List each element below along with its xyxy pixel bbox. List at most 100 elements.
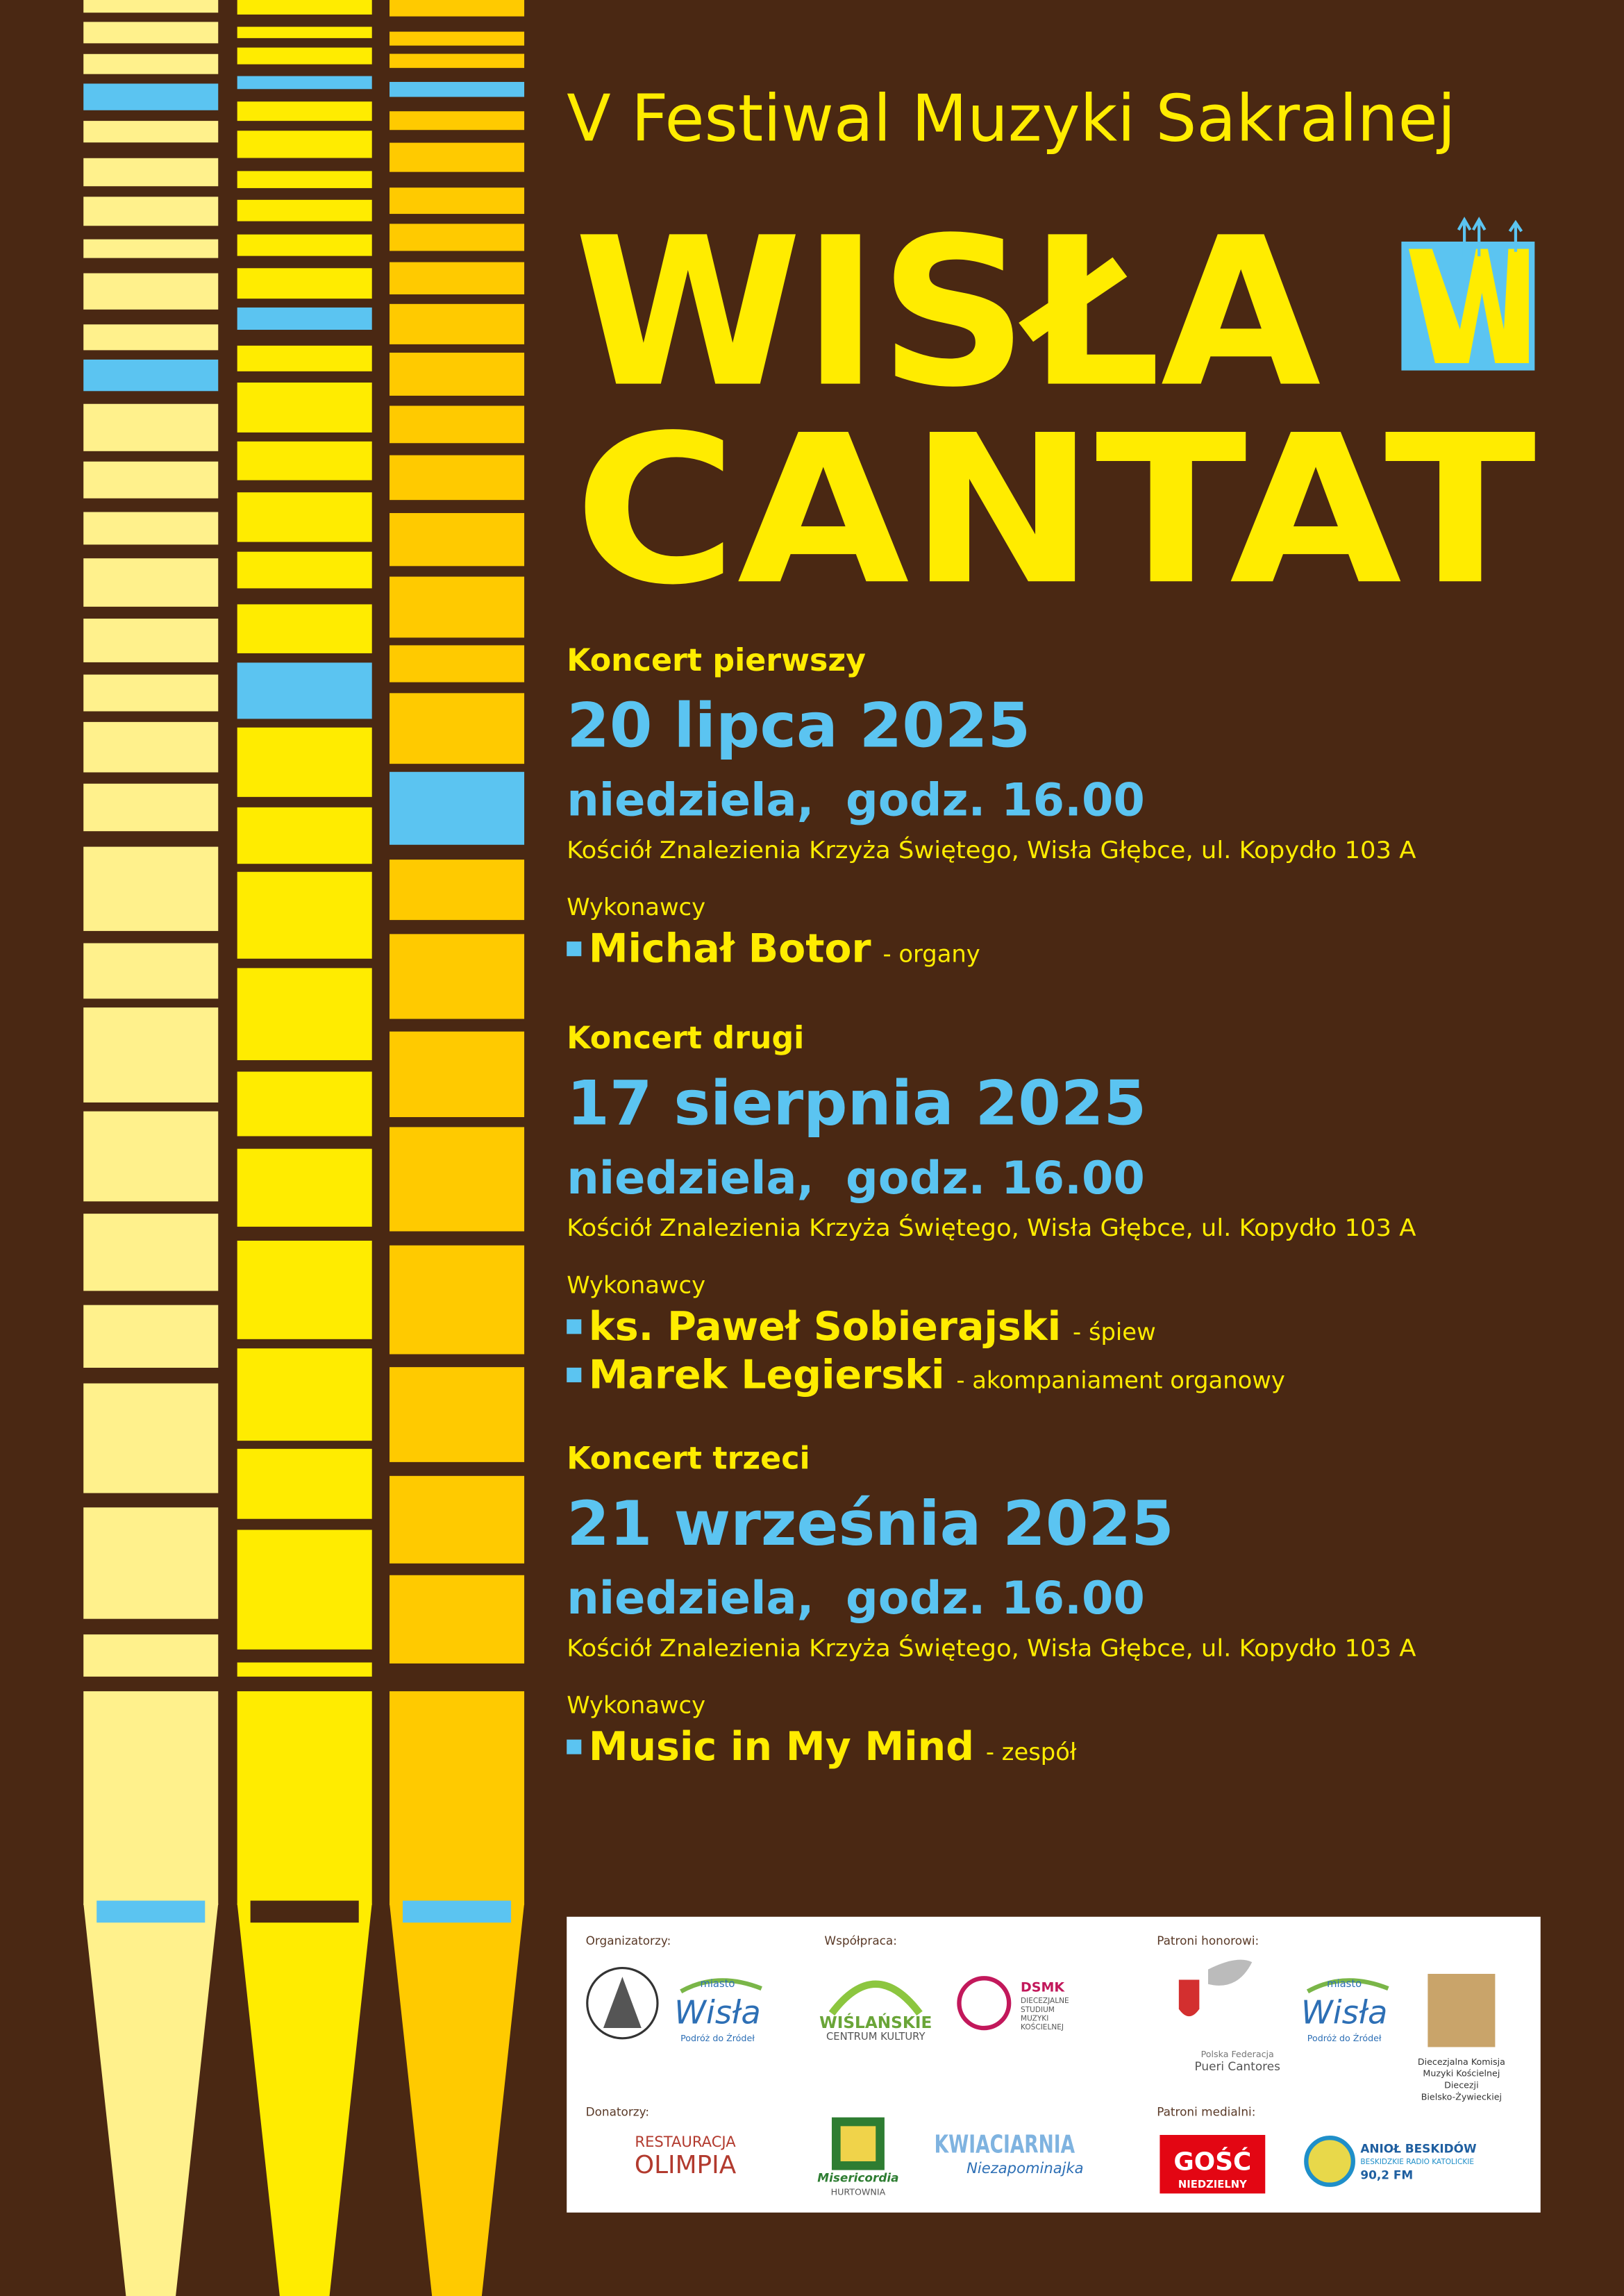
pipe-stripe (237, 727, 372, 797)
pipe-stripe (237, 492, 372, 542)
pipe-stripe (83, 53, 219, 74)
pipe-stripe (390, 352, 525, 396)
pipe-stripe (237, 1348, 372, 1441)
concert-date: 17 sierpnia 2025 (567, 1068, 1146, 1139)
organ-pipes (83, 0, 525, 2296)
pipe-stripe (390, 693, 525, 764)
misericordia-logo: Misericordia HURTOWNIA (817, 2117, 899, 2197)
bullet (567, 1319, 582, 1334)
pipe-stripe (237, 871, 372, 959)
logo-text: KOŚCIELNEJ (1021, 2022, 1064, 2031)
pipe-stripe (237, 1241, 372, 1339)
pipe-body (390, 1691, 525, 1905)
logo-text: Podróż do Źródeł (680, 2033, 755, 2043)
pipe-stripe (390, 1245, 525, 1355)
logo-swoosh (1306, 1978, 1389, 1994)
pipe-stripe (237, 0, 372, 15)
performer: Marek Legierski - akompaniament organowy (589, 1352, 1285, 1398)
pipe-stripe (83, 619, 219, 662)
concert-day-time: niedziela, godz. 16.00 (567, 1572, 1145, 1625)
pipe-foot (237, 1903, 372, 2296)
logo-text: Diecezji (1444, 2080, 1478, 2090)
pipe-stripe (83, 158, 219, 187)
pipe-foot (83, 1903, 219, 2296)
performer-name: ks. Paweł Sobierajski (589, 1304, 1061, 1350)
pipe-stripe (390, 645, 525, 682)
pipe-stripe (237, 234, 372, 256)
performer-name: Marek Legierski (589, 1352, 945, 1398)
logo-text: Pueri Cantores (1195, 2059, 1280, 2073)
pipe-stripe (83, 0, 219, 13)
logo-text: NIEDZIELNY (1178, 2179, 1247, 2190)
logo-text: HURTOWNIA (831, 2186, 886, 2197)
logo-text: ANIOŁ BESKIDÓW (1360, 2140, 1477, 2155)
pipe-stripe (83, 83, 219, 110)
panel-background (567, 1916, 1541, 2213)
logo-text: BESKIDZKIE RADIO KATOLICKIE (1360, 2158, 1474, 2166)
logo-circle (1304, 2136, 1355, 2187)
pipe-stripe (390, 1031, 525, 1118)
logo-w (1408, 249, 1529, 364)
pipe-stripe (83, 121, 219, 143)
performers-label: Wykonawcy (567, 894, 705, 921)
performer-name: Michał Botor (589, 926, 871, 972)
performer-role: - akompaniament organowy (956, 1366, 1284, 1393)
logo-text: Wisła (674, 1994, 761, 2031)
pipe-stripe (390, 1475, 525, 1564)
logo-text: KWIACIARNIA (935, 2130, 1075, 2159)
pipe-stripe (390, 303, 525, 344)
pipe-stripe (237, 171, 372, 188)
pipe-stripe (390, 1575, 525, 1664)
olimpia-logo: RESTAURACJA OLIMPIA (635, 2133, 737, 2179)
pipe-stripe (390, 1367, 525, 1462)
pipe-stripe (237, 307, 372, 330)
pipe-stripe (390, 576, 525, 638)
logo-figures (1428, 1974, 1496, 2047)
pipe-stripe (83, 196, 219, 226)
pipe-stripe (237, 47, 372, 65)
pipe-stripe (83, 1111, 219, 1202)
pipe-stripe (237, 1530, 372, 1650)
sponsors-panel: Organizatorzy: Współpraca: Patroni honor… (567, 1916, 1541, 2213)
bullet (567, 941, 582, 957)
concert-day-time: niedziela, godz. 16.00 (567, 774, 1145, 827)
wisla-logo: miasto Wisła Podróż do Źródeł (1301, 1978, 1389, 2043)
pipe-stripe (83, 512, 219, 545)
bullet (567, 1367, 582, 1382)
pipe-stripe (390, 53, 525, 68)
logo-text: RESTAURACJA (635, 2133, 736, 2150)
pipe-stripe (237, 1662, 372, 1677)
logo-swoosh (680, 1978, 762, 1994)
logo-text: Polska Federacja (1201, 2049, 1274, 2059)
performer: Michał Botor - organy (589, 926, 980, 972)
pipe-stripe (83, 1305, 219, 1368)
pipe-stripe (390, 31, 525, 46)
concert-venue: Kościół Znalezienia Krzyża Świętego, Wis… (567, 1214, 1416, 1241)
logo-emblem-inner (840, 2126, 876, 2161)
pipe-stripe (83, 1383, 219, 1493)
performers-label: Wykonawcy (567, 1271, 705, 1298)
pipe-stripe (390, 111, 525, 131)
group-label: Patroni medialni: (1157, 2105, 1255, 2119)
logo-background (1160, 2135, 1266, 2194)
pipe-stripe (83, 721, 219, 773)
pipe-stripe (390, 1127, 525, 1232)
pipe-stripe (237, 26, 372, 38)
wisla-logo: miasto Wisła Podróż do Źródeł (674, 1978, 762, 2043)
logo-text: MUZYKI (1021, 2014, 1048, 2022)
performer-role: - zespół (986, 1738, 1077, 1766)
concert-label: Koncert drugi (567, 1021, 804, 1056)
title-line: WISŁA (574, 194, 1323, 433)
logo-text: GOŚĆ (1173, 2147, 1251, 2177)
pipe-stripe (237, 551, 372, 589)
concerts: Koncert pierwszy 20 lipca 2025 niedziela, … (567, 643, 1416, 1770)
performer-name: Music in My Mind (589, 1724, 974, 1770)
logo-notes (1457, 217, 1523, 257)
pipe-stripe (237, 131, 372, 158)
logo-text: CENTRUM KULTURY (826, 2031, 926, 2043)
concert-venue: Kościół Znalezienia Krzyża Świętego, Wis… (567, 836, 1416, 864)
pipe-stripe (83, 1634, 219, 1677)
logo-text: miasto (1327, 1978, 1362, 1990)
concert-label: Koncert pierwszy (567, 643, 866, 678)
